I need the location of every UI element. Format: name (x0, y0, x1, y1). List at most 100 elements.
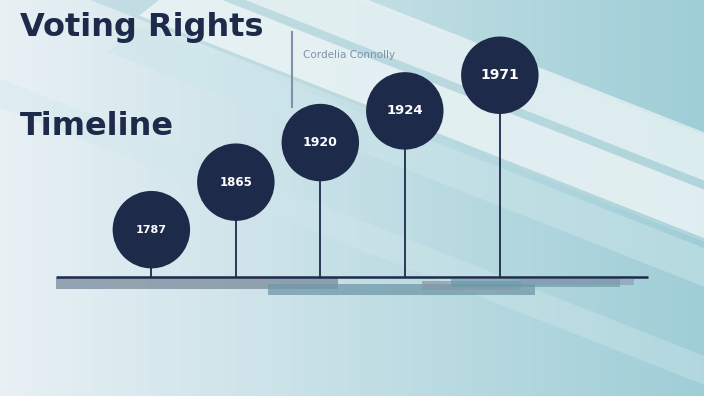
Bar (218, 0, 222, 396)
Bar (56, 0, 60, 396)
Bar (137, 0, 141, 396)
Bar (602, 0, 605, 396)
Bar (373, 0, 377, 396)
Bar (641, 0, 644, 396)
Bar (169, 0, 172, 396)
Bar (546, 0, 549, 396)
Bar (194, 0, 197, 396)
Bar (662, 0, 665, 396)
Bar (451, 0, 454, 396)
Bar (120, 0, 123, 396)
Bar (243, 0, 246, 396)
Bar (542, 0, 546, 396)
Bar (436, 0, 440, 396)
Bar (672, 0, 676, 396)
Bar (158, 0, 162, 396)
Bar (532, 0, 535, 396)
Bar (268, 284, 535, 295)
Bar (334, 0, 338, 396)
Bar (584, 0, 588, 396)
Bar (676, 0, 679, 396)
Bar (331, 0, 334, 396)
Bar (338, 0, 341, 396)
Bar (609, 0, 612, 396)
Bar (556, 0, 560, 396)
Bar (60, 0, 63, 396)
Bar (278, 0, 282, 396)
Bar (429, 0, 433, 396)
Bar (292, 0, 296, 396)
Bar (67, 0, 70, 396)
Bar (310, 0, 313, 396)
Bar (35, 0, 39, 396)
Bar (18, 0, 21, 396)
Bar (225, 0, 229, 396)
Bar (56, 278, 338, 289)
Bar (549, 0, 553, 396)
Bar (232, 0, 236, 396)
Bar (21, 0, 25, 396)
Bar (14, 0, 18, 396)
Bar (377, 0, 380, 396)
Bar (697, 0, 700, 396)
Bar (468, 0, 472, 396)
Bar (77, 0, 81, 396)
Text: 1971: 1971 (480, 68, 520, 82)
Bar (630, 0, 634, 396)
Ellipse shape (366, 72, 444, 150)
Bar (595, 0, 598, 396)
Bar (366, 0, 370, 396)
Bar (123, 0, 127, 396)
Bar (514, 0, 517, 396)
Bar (271, 0, 275, 396)
Polygon shape (0, 77, 704, 396)
Bar (465, 0, 468, 396)
Bar (693, 0, 697, 396)
Bar (479, 0, 482, 396)
Bar (102, 0, 106, 396)
Bar (359, 0, 363, 396)
Bar (669, 0, 672, 396)
Bar (296, 0, 299, 396)
Bar (42, 0, 46, 396)
Bar (0, 0, 4, 396)
Bar (690, 0, 693, 396)
Bar (162, 0, 165, 396)
Bar (444, 0, 447, 396)
Polygon shape (34, 0, 704, 234)
Bar (634, 0, 637, 396)
Bar (394, 0, 398, 396)
Bar (507, 0, 510, 396)
Bar (246, 0, 250, 396)
Ellipse shape (113, 191, 190, 268)
Bar (356, 0, 359, 396)
Bar (63, 0, 67, 396)
Bar (130, 0, 134, 396)
Bar (289, 0, 292, 396)
Bar (134, 0, 137, 396)
Bar (627, 0, 630, 396)
Bar (570, 0, 574, 396)
Bar (106, 0, 109, 396)
Text: Timeline: Timeline (20, 111, 174, 142)
Bar (11, 0, 14, 396)
Bar (528, 0, 532, 396)
Bar (204, 0, 208, 396)
Bar (222, 0, 225, 396)
Bar (187, 0, 190, 396)
Bar (510, 0, 514, 396)
Bar (127, 0, 130, 396)
Bar (324, 0, 327, 396)
Bar (447, 0, 451, 396)
Text: 1865: 1865 (220, 176, 252, 188)
Bar (46, 0, 49, 396)
Bar (253, 0, 257, 396)
Bar (426, 0, 429, 396)
Bar (665, 0, 669, 396)
Bar (268, 0, 271, 396)
Bar (472, 0, 475, 396)
Bar (303, 0, 306, 396)
Bar (384, 0, 387, 396)
Bar (363, 0, 366, 396)
Bar (341, 0, 345, 396)
